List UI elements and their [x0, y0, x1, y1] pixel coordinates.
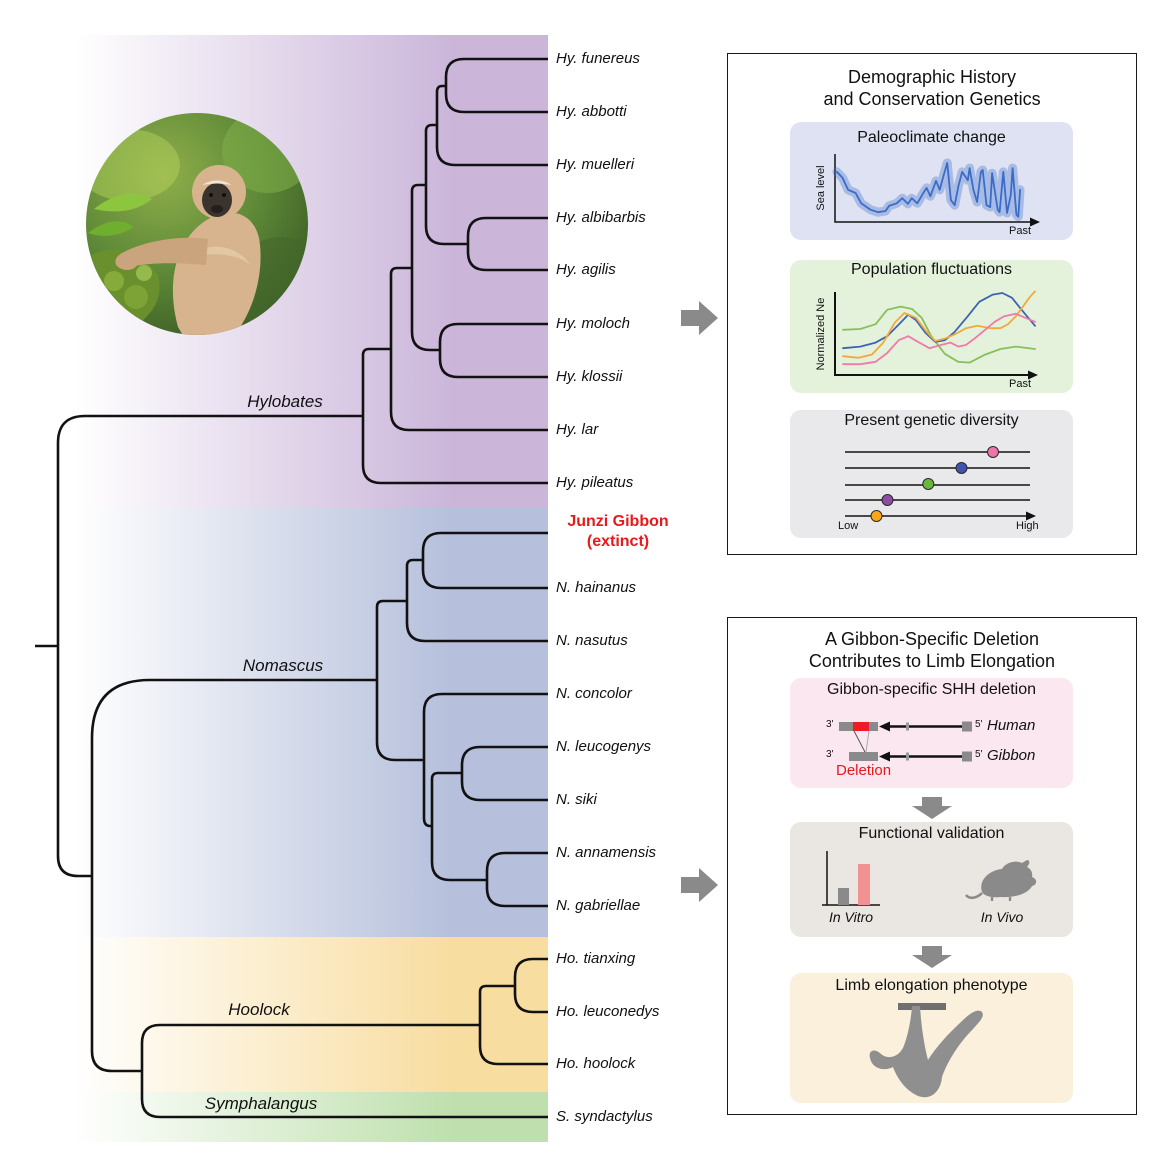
tip-label: N. annamensis [556, 844, 657, 861]
tip-label: Ho. leuconedys [556, 1003, 660, 1020]
tip-label: Hy. agilis [556, 261, 616, 278]
in-vitro-label: In Vitro [828, 909, 874, 925]
in-vivo-label: In Vivo [980, 909, 1024, 925]
genus-label-hoolock: Hoolock [228, 1000, 290, 1019]
tip-label: Hy. moloch [556, 315, 630, 332]
tip-label: Hy. funereus [556, 50, 640, 67]
population-title: Population fluctuations [851, 261, 1012, 278]
tip-label: Ho. tianxing [556, 950, 636, 967]
paleoclimate-title: Paleoclimate change [857, 129, 1006, 146]
tip-label: Ho. hoolock [556, 1055, 636, 1072]
tip-label: Hy. lar [556, 421, 599, 438]
tip-label: N. hainanus [556, 579, 637, 596]
arrow-to-deletion-panel [681, 868, 718, 902]
gibbon-3prime-label: 3' [826, 749, 834, 760]
normalized-ne-axis-label: Normalized Ne [815, 297, 827, 371]
diversity-title: Present genetic diversity [844, 412, 1019, 429]
limb-elongation-title: Limb elongation phenotype [835, 977, 1028, 994]
tip-label: S. syndactylus [556, 1108, 653, 1125]
tip-label: Hy. albibarbis [556, 209, 646, 226]
high-label: High [1016, 520, 1039, 532]
tip-label: Hy. klossii [556, 368, 623, 385]
human-label: Human [987, 717, 1036, 734]
human-3prime-label: 3' [826, 719, 834, 730]
gibbon-label: Gibbon [987, 747, 1036, 764]
tip-label: Hy. pileatus [556, 474, 634, 491]
past-axis-label-2: Past [1008, 378, 1031, 390]
band-hylobates [65, 35, 548, 508]
tip-label: N. gabriellae [556, 897, 641, 914]
past-axis-label-1: Past [1008, 225, 1031, 237]
gibbon-5prime-label: 5' [975, 749, 983, 760]
shh-deletion-title: Gibbon-specific SHH deletion [827, 681, 1036, 698]
tip-label: N. nasutus [556, 632, 628, 649]
human-5prime-label: 5' [975, 719, 983, 730]
tip-label: N. concolor [556, 685, 632, 702]
tip-label: Hy. abbotti [556, 103, 627, 120]
sea-level-axis-label: Sea level [815, 165, 827, 211]
tip-label: Hy. muelleri [556, 156, 635, 173]
card-population-fluctuations [790, 260, 1073, 393]
panel2-title: A Gibbon-Specific Deletion Contributes t… [808, 629, 1056, 671]
low-label: Low [838, 520, 859, 532]
arrow-to-demography-panel [681, 301, 718, 335]
tip-label: N. leucogenys [556, 738, 652, 755]
genus-label-nomascus: Nomascus [242, 656, 324, 675]
genus-label-hylobates: Hylobates [247, 392, 323, 411]
genus-label-symphalangus: Symphalangus [204, 1094, 318, 1113]
band-nomascus [65, 508, 548, 937]
panel1-title: Demographic History and Conservation Gen… [823, 67, 1041, 109]
deletion-label: Deletion [836, 762, 892, 779]
functional-validation-title: Functional validation [858, 825, 1005, 842]
card-shh-deletion [790, 678, 1073, 788]
tip-label-junzi-extinct: Junzi Gibbon (extinct) [567, 513, 669, 550]
tip-label: N. siki [556, 791, 597, 808]
